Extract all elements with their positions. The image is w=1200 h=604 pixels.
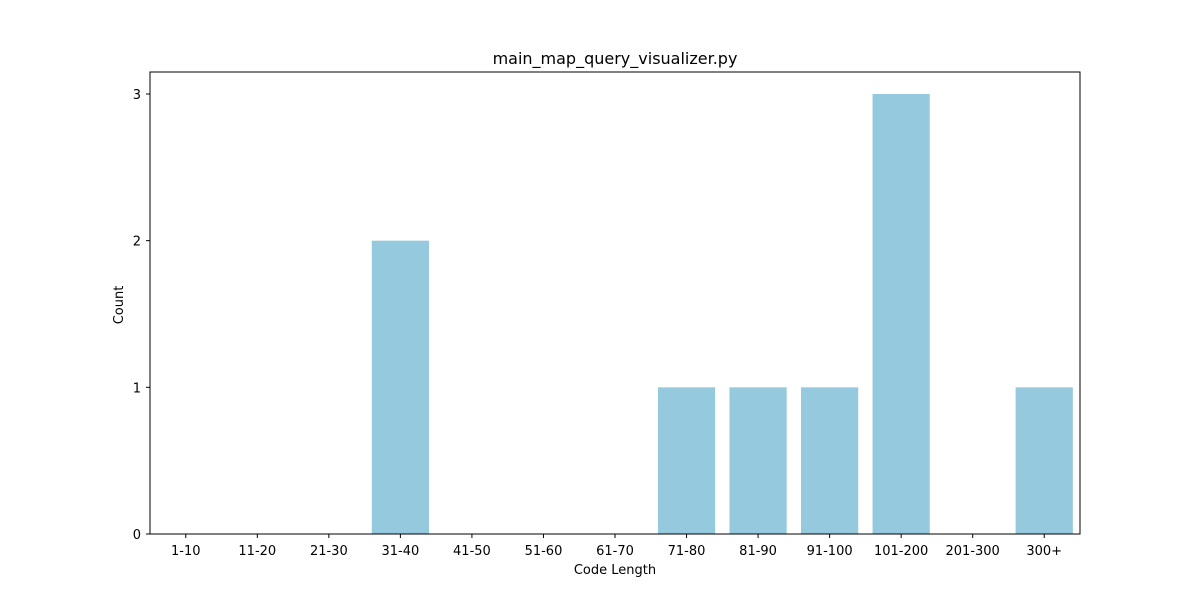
- chart-title: main_map_query_visualizer.py: [493, 49, 738, 69]
- plot-frame: [149, 71, 1081, 535]
- x-tick-label: 41-50: [453, 544, 491, 559]
- bar-101-200: [872, 94, 930, 534]
- x-tick-label: 300+: [1026, 544, 1062, 559]
- x-tick-label: 201-300: [946, 544, 1000, 559]
- y-tick-label: 1: [133, 381, 141, 396]
- x-tick-label: 21-30: [310, 544, 348, 559]
- bar-81-90: [729, 387, 787, 534]
- bar-91-100: [801, 387, 859, 534]
- y-axis-label: Count: [112, 286, 127, 325]
- x-tick-label: 31-40: [381, 544, 419, 559]
- x-tick-label: 91-100: [807, 544, 853, 559]
- bars-layer: [371, 94, 1073, 534]
- y-tick-label: 2: [133, 235, 141, 250]
- x-tick-label: 51-60: [525, 544, 563, 559]
- x-axis-label: Code Length: [574, 563, 656, 578]
- y-ticks: 0 1 2 3: [133, 88, 150, 543]
- x-ticks: 1-10 11-20 21-30 31-40 41-50 51-60 61-70 71-80 8…: [171, 534, 1062, 559]
- x-tick-label: 71-80: [668, 544, 706, 559]
- x-tick-label: 101-200: [874, 544, 928, 559]
- bar-31-40: [371, 240, 429, 534]
- bar-300+: [1015, 387, 1073, 534]
- bar-71-80: [657, 387, 716, 534]
- y-tick-label: 0: [133, 528, 141, 543]
- x-tick-label: 1-10: [171, 544, 201, 559]
- y-tick-label: 3: [133, 88, 141, 103]
- x-tick-label: 11-20: [238, 544, 276, 559]
- x-tick-label: 81-90: [739, 544, 777, 559]
- x-tick-label: 61-70: [596, 544, 634, 559]
